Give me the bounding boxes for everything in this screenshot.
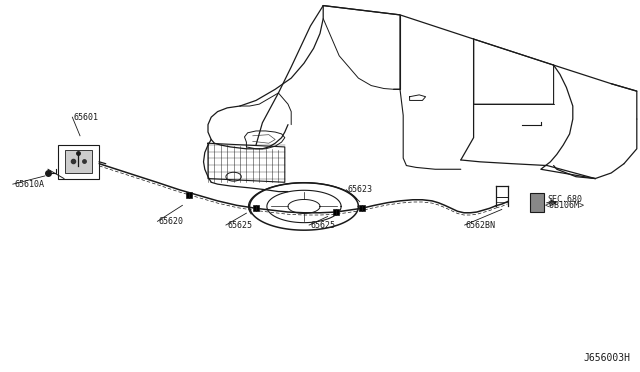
Text: 65601: 65601 (74, 113, 99, 122)
Bar (65, 150, 92, 173)
Text: 65623: 65623 (348, 185, 372, 194)
Text: 65620: 65620 (159, 217, 184, 226)
Text: 65610A: 65610A (14, 180, 44, 189)
Bar (530, 193, 544, 212)
Text: 6562BN: 6562BN (466, 221, 496, 230)
Text: J656003H: J656003H (584, 353, 630, 363)
Text: 65625: 65625 (310, 221, 335, 230)
Text: 65625: 65625 (227, 221, 252, 230)
Bar (58, 145, 99, 179)
Text: SEC.680: SEC.680 (547, 195, 582, 203)
Text: <6B106M>: <6B106M> (545, 201, 585, 210)
